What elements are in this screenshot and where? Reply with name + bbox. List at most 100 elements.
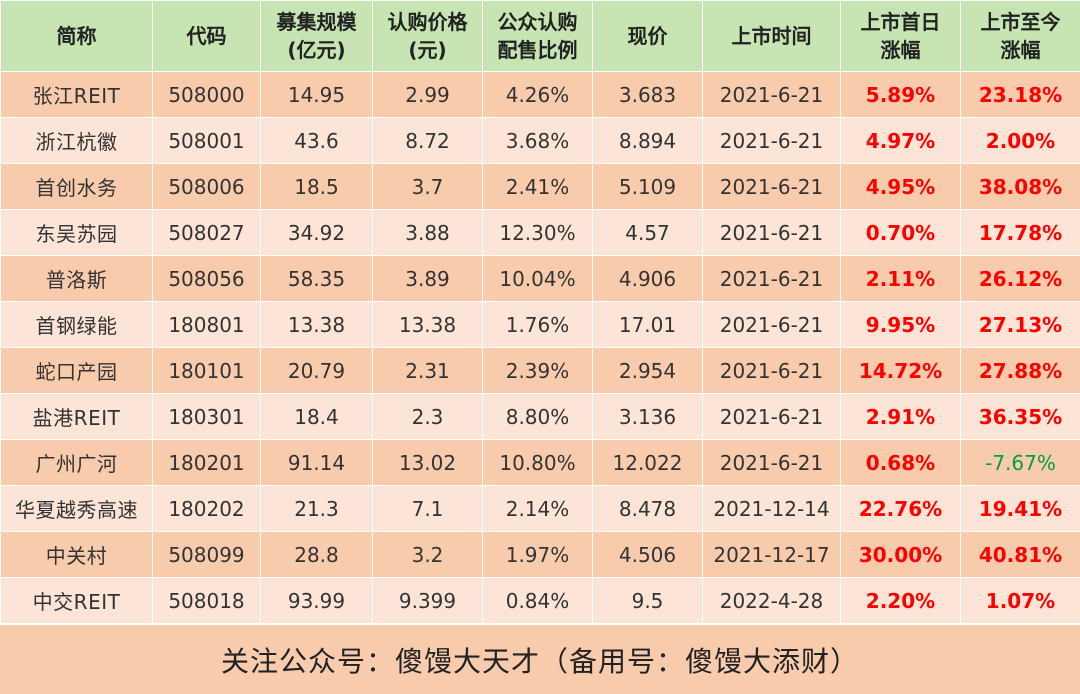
cell-scale: 20.79 [261,348,373,394]
cell-total-gain: 27.88% [961,348,1080,394]
cell-ratio: 2.39% [483,348,593,394]
cell-total-gain: -7.67% [961,440,1080,486]
cell-total-gain: 19.41% [961,486,1080,532]
header-listing-date: 上市时间 [703,1,841,72]
cell-ratio: 2.14% [483,486,593,532]
cell-first-day-gain: 4.95% [841,164,961,210]
cell-scale: 18.4 [261,394,373,440]
cell-current-price: 2.954 [593,348,703,394]
cell-total-gain: 17.78% [961,210,1080,256]
cell-first-day-gain: 0.70% [841,210,961,256]
cell-scale: 13.38 [261,302,373,348]
cell-ratio: 8.80% [483,394,593,440]
cell-name: 广州广河 [1,440,153,486]
cell-ratio: 10.04% [483,256,593,302]
cell-code: 180201 [153,440,261,486]
header-code: 代码 [153,1,261,72]
cell-price: 8.72 [373,118,483,164]
cell-price: 3.88 [373,210,483,256]
cell-ratio: 1.97% [483,532,593,578]
cell-code: 180101 [153,348,261,394]
header-total-gain: 上市至今涨幅 [961,1,1080,72]
cell-first-day-gain: 30.00% [841,532,961,578]
cell-total-gain: 36.35% [961,394,1080,440]
header-row: 简称 代码 募集规模(亿元) 认购价格(元) 公众认购配售比例 现价 上市时间 … [1,1,1080,72]
cell-listing-date: 2021-6-21 [703,72,841,118]
cell-first-day-gain: 5.89% [841,72,961,118]
cell-scale: 34.92 [261,210,373,256]
footer-banner: 关注公众号：傻馒大天才（备用号：傻馒大添财） [0,624,1080,694]
cell-first-day-gain: 2.20% [841,578,961,624]
header-scale: 募集规模(亿元) [261,1,373,72]
cell-name: 普洛斯 [1,256,153,302]
cell-code: 508056 [153,256,261,302]
cell-listing-date: 2022-4-28 [703,578,841,624]
cell-listing-date: 2021-6-21 [703,210,841,256]
cell-price: 2.3 [373,394,483,440]
cell-name: 张江REIT [1,72,153,118]
cell-current-price: 4.506 [593,532,703,578]
footer-text: 关注公众号：傻馒大天才（备用号：傻馒大添财） [221,640,859,680]
cell-price: 3.89 [373,256,483,302]
header-name: 简称 [1,1,153,72]
cell-name: 浙江杭徽 [1,118,153,164]
cell-name: 首创水务 [1,164,153,210]
cell-ratio: 4.26% [483,72,593,118]
cell-total-gain: 23.18% [961,72,1080,118]
cell-price: 13.02 [373,440,483,486]
header-current-price: 现价 [593,1,703,72]
cell-current-price: 9.5 [593,578,703,624]
cell-first-day-gain: 2.91% [841,394,961,440]
cell-price: 2.99 [373,72,483,118]
cell-name: 蛇口产园 [1,348,153,394]
cell-total-gain: 1.07% [961,578,1080,624]
cell-name: 东吴苏园 [1,210,153,256]
cell-total-gain: 27.13% [961,302,1080,348]
cell-first-day-gain: 0.68% [841,440,961,486]
cell-ratio: 1.76% [483,302,593,348]
cell-code: 508018 [153,578,261,624]
cell-code: 508001 [153,118,261,164]
reit-table: 简称 代码 募集规模(亿元) 认购价格(元) 公众认购配售比例 现价 上市时间 … [0,0,1080,624]
cell-listing-date: 2021-6-21 [703,348,841,394]
cell-code: 508027 [153,210,261,256]
cell-first-day-gain: 14.72% [841,348,961,394]
cell-listing-date: 2021-6-21 [703,118,841,164]
cell-code: 180801 [153,302,261,348]
cell-name: 首钢绿能 [1,302,153,348]
cell-first-day-gain: 2.11% [841,256,961,302]
cell-price: 13.38 [373,302,483,348]
cell-current-price: 4.57 [593,210,703,256]
cell-name: 中关村 [1,532,153,578]
cell-ratio: 2.41% [483,164,593,210]
cell-scale: 14.95 [261,72,373,118]
cell-listing-date: 2021-6-21 [703,256,841,302]
cell-current-price: 8.894 [593,118,703,164]
cell-current-price: 12.022 [593,440,703,486]
cell-code: 508000 [153,72,261,118]
cell-price: 7.1 [373,486,483,532]
cell-scale: 43.6 [261,118,373,164]
cell-total-gain: 40.81% [961,532,1080,578]
cell-price: 2.31 [373,348,483,394]
cell-listing-date: 2021-6-21 [703,440,841,486]
cell-first-day-gain: 4.97% [841,118,961,164]
cell-scale: 28.8 [261,532,373,578]
cell-listing-date: 2021-6-21 [703,302,841,348]
cell-name: 盐港REIT [1,394,153,440]
cell-name: 华夏越秀高速 [1,486,153,532]
cell-first-day-gain: 9.95% [841,302,961,348]
cell-price: 3.2 [373,532,483,578]
cell-scale: 18.5 [261,164,373,210]
header-first-day-gain: 上市首日涨幅 [841,1,961,72]
cell-current-price: 3.136 [593,394,703,440]
cell-scale: 93.99 [261,578,373,624]
